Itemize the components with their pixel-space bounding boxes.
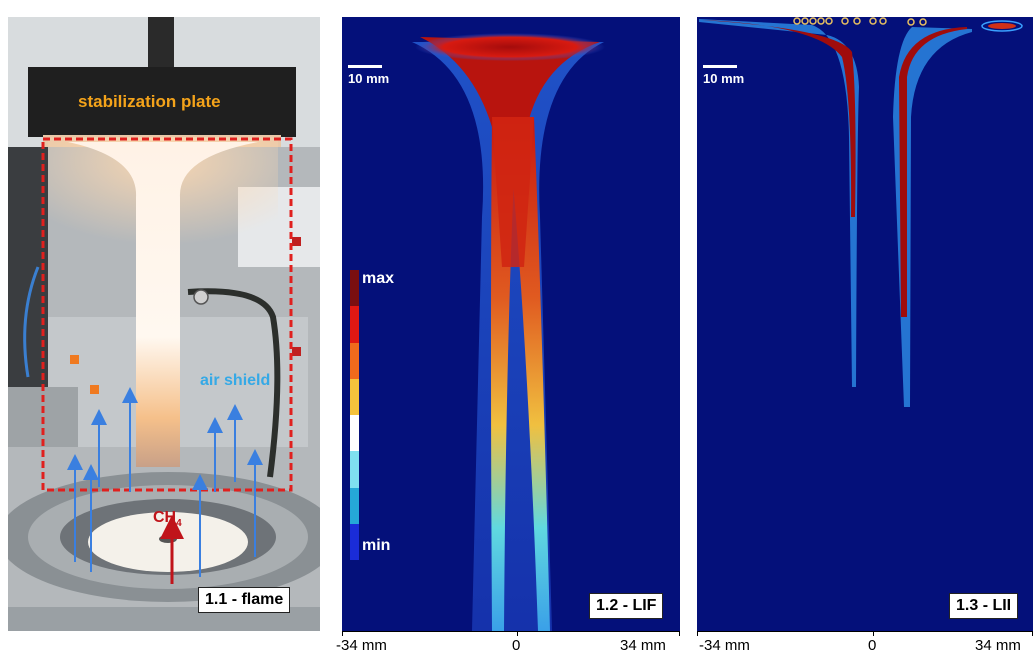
colormap-swatch: [350, 378, 359, 415]
lif-scale-line: [348, 65, 382, 68]
colormap-swatch: [350, 487, 359, 524]
lif-tick-label-center: 0: [512, 637, 521, 654]
lii-scale-label: 10 mm: [703, 71, 745, 86]
ch4-main: CH: [153, 509, 177, 526]
lif-tick-label-right: 34 mm: [620, 637, 666, 654]
panel-tag-lif: 1.2 - LIF: [589, 593, 664, 619]
flame-photo-panel: stabilization plate air shield CH4 1.1 -…: [8, 17, 320, 631]
lii-scale-line: [703, 65, 737, 68]
colormap-swatch: [350, 306, 359, 343]
lii-axis-line: [697, 631, 1033, 632]
colormap-legend: [350, 270, 359, 560]
colormap-min-label: min: [362, 537, 391, 554]
colormap-swatch: [350, 270, 359, 307]
lii-axis-tick: [873, 631, 874, 636]
lif-tick-label-left: -34 mm: [336, 637, 387, 654]
stabilization-plate-label: stabilization plate: [78, 92, 221, 111]
colormap-swatch: [350, 342, 359, 379]
lii-tick-label-right: 34 mm: [975, 637, 1021, 654]
lii-intensity-image: [699, 17, 1023, 407]
lif-scale-label: 10 mm: [348, 71, 390, 86]
lif-axis-tick: [517, 631, 518, 636]
air-flow-arrows: [67, 387, 263, 584]
air-shield-label: air shield: [200, 372, 271, 389]
lif-axis-tick: [342, 631, 343, 636]
lii-scale-bar: 10 mm: [703, 65, 744, 86]
lif-x-axis: -34 mm 0 34 mm: [336, 631, 680, 658]
lif-scale-bar: 10 mm: [348, 65, 389, 86]
ch4-subscript: 4: [176, 518, 182, 530]
lii-tick-label-left: -34 mm: [699, 637, 750, 654]
lii-tick-label-center: 0: [868, 637, 877, 654]
colormap-swatch: [350, 415, 359, 452]
lif-intensity-image: [412, 33, 605, 631]
lif-axis-tick: [679, 631, 680, 636]
lii-image-panel: 10 mm 1.3 - LII: [697, 17, 1033, 631]
lif-axis-line: [342, 631, 680, 632]
panel-tag-lii: 1.3 - LII: [949, 593, 1019, 619]
panel-tag-flame: 1.1 - flame: [198, 587, 291, 613]
lii-x-axis: -34 mm 0 34 mm: [697, 631, 1033, 658]
lif-image-panel: 10 mm max min 1.2 - LIF: [342, 17, 680, 631]
colormap-swatch: [350, 451, 359, 488]
lii-axis-tick: [697, 631, 698, 636]
colormap-max-label: max: [362, 270, 395, 287]
ch4-label: CH4: [153, 509, 182, 529]
colormap-swatch: [350, 523, 359, 560]
